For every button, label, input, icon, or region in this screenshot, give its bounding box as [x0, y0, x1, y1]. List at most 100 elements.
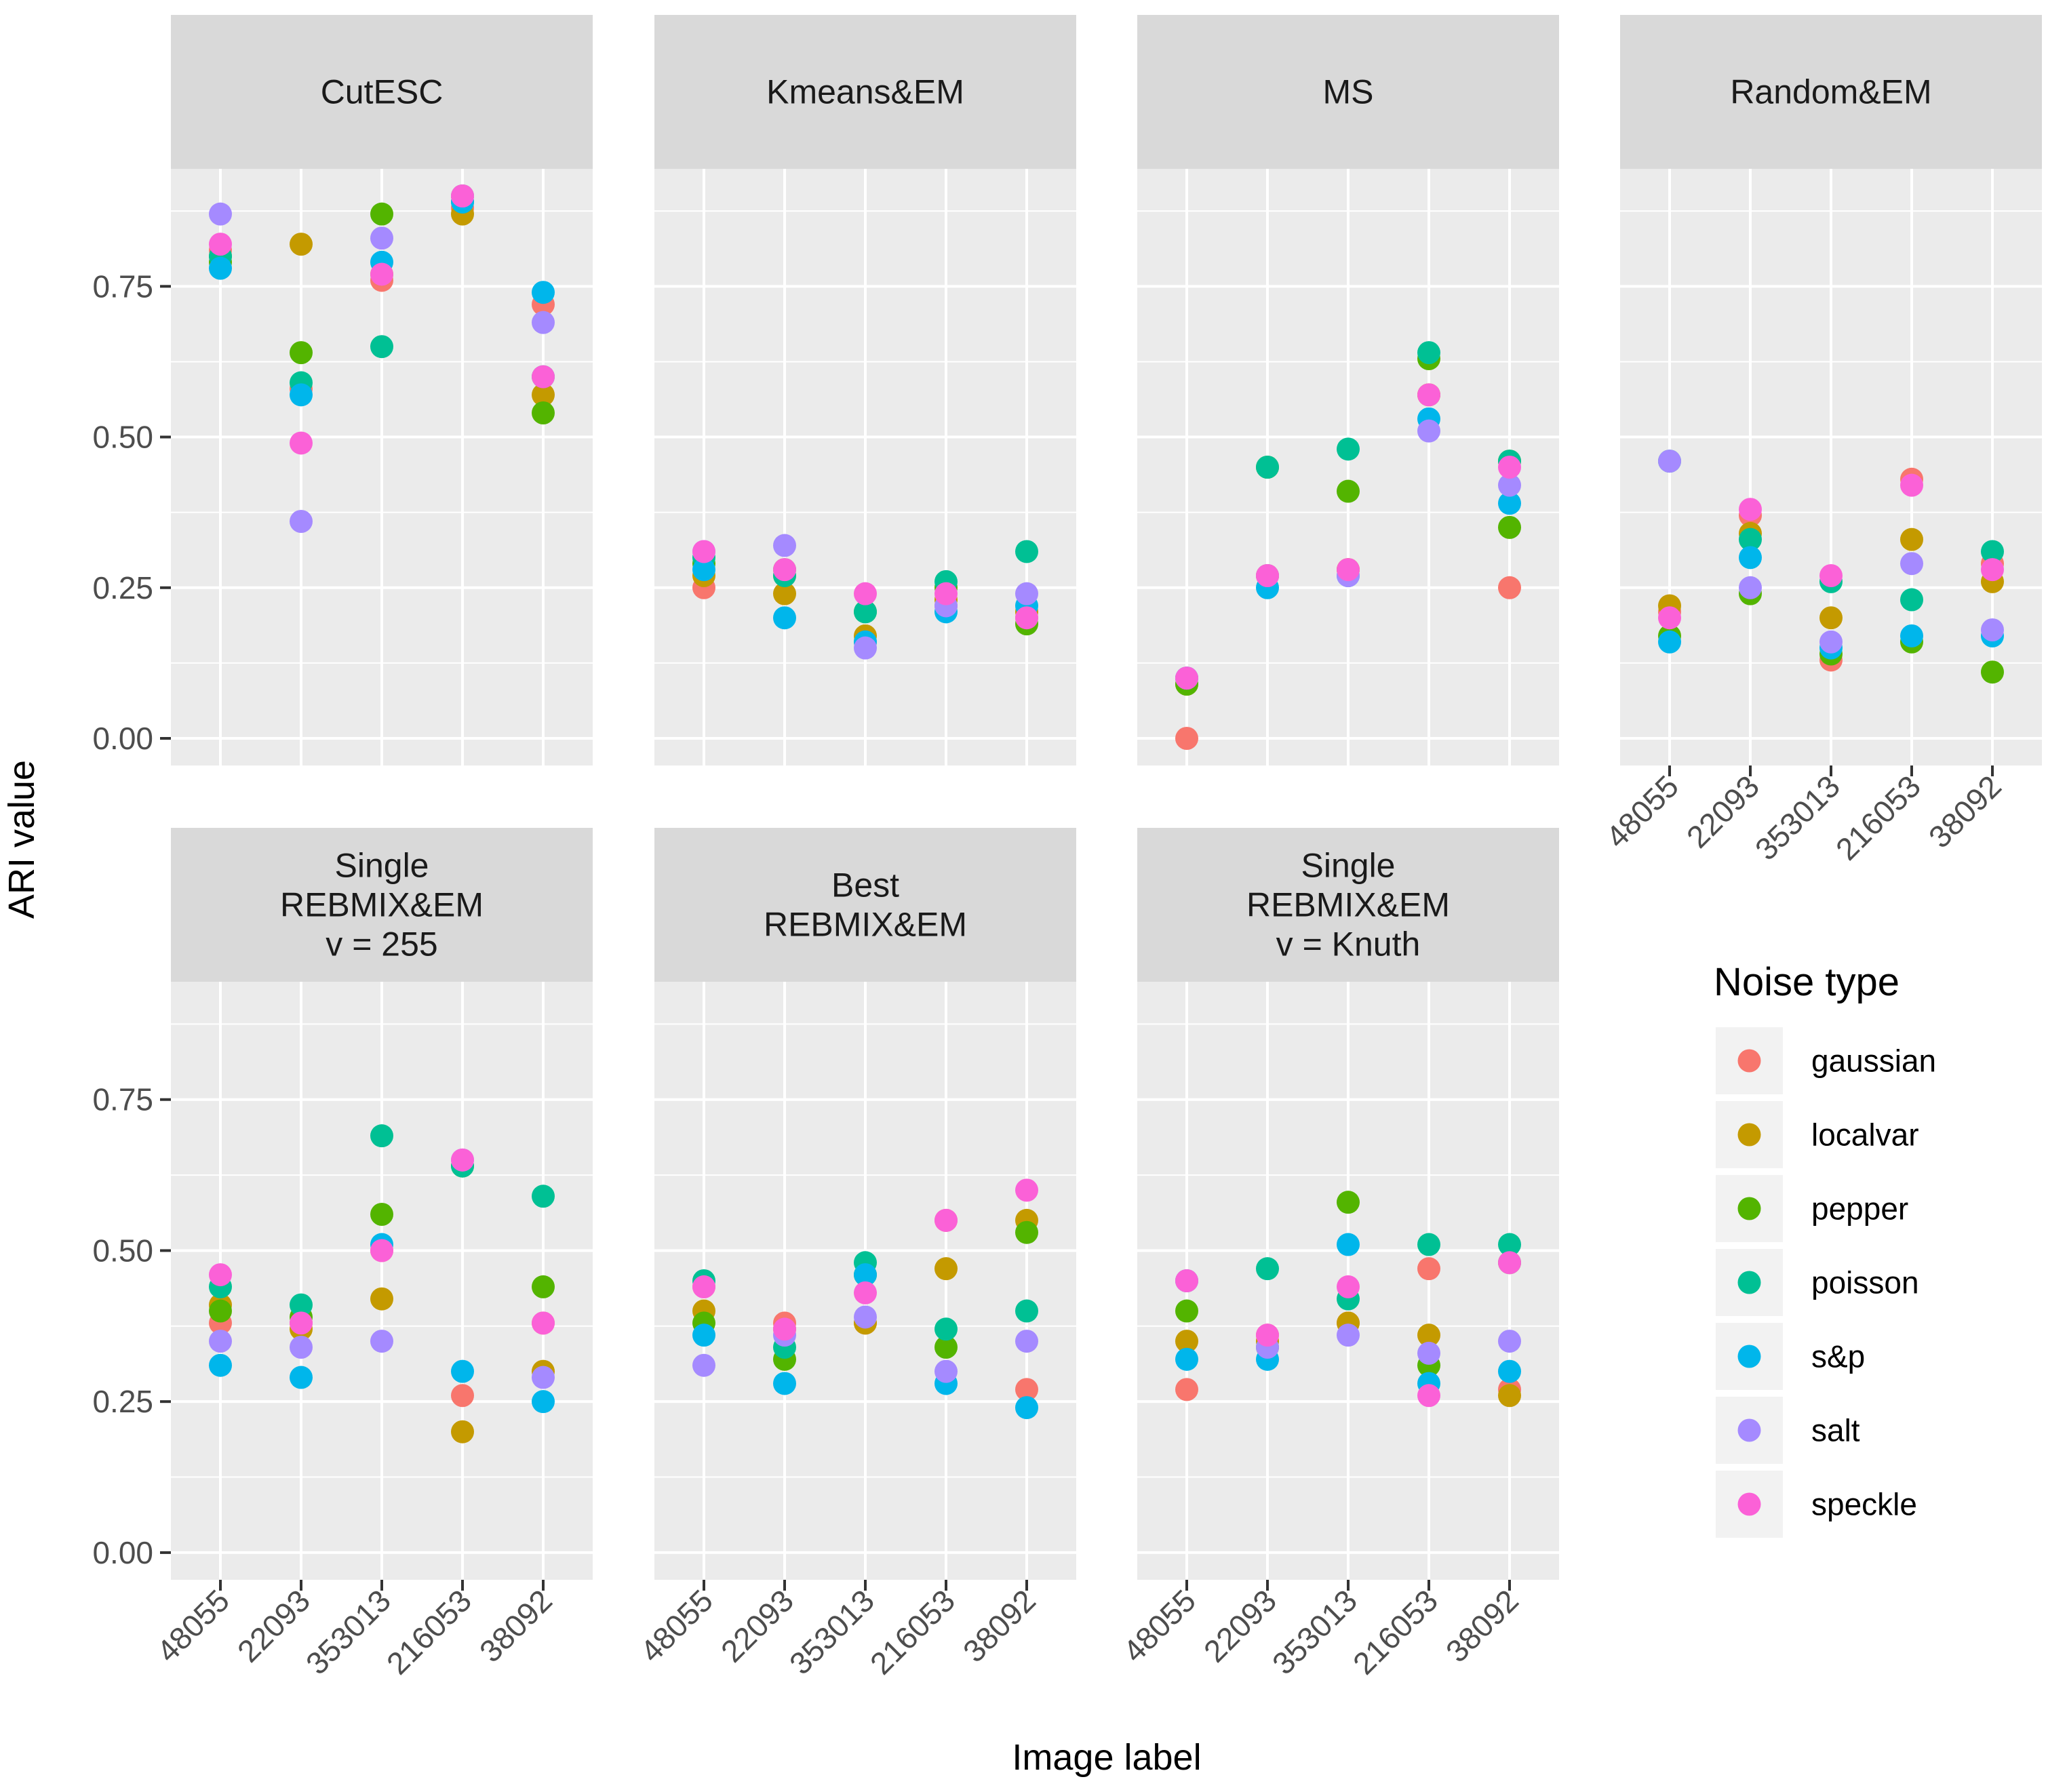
- point-speckle: [1498, 456, 1521, 479]
- point-gaussian: [1175, 1378, 1198, 1401]
- legend-swatch: [1737, 1123, 1761, 1147]
- point-s-and-p: [1498, 492, 1521, 515]
- point-speckle: [1819, 564, 1843, 587]
- point-localvar: [370, 1287, 393, 1311]
- point-salt: [209, 202, 232, 226]
- strip-single-rebmix-and-em-v-255: [171, 828, 593, 982]
- point-s-and-p: [1498, 1359, 1521, 1383]
- point-s-and-p: [1900, 624, 1923, 648]
- point-pepper: [1498, 515, 1521, 539]
- point-pepper: [1175, 1299, 1198, 1323]
- point-s-and-p: [773, 606, 796, 630]
- point-localvar: [934, 1257, 958, 1281]
- legend-item-salt: salt: [1716, 1397, 1860, 1464]
- point-poisson: [1256, 1257, 1279, 1281]
- strip-label: v = 255: [326, 925, 437, 963]
- strip-kmeans-and-em: [654, 15, 1076, 169]
- strip-label: Kmeans&EM: [766, 73, 964, 111]
- point-s-and-p: [451, 1359, 474, 1383]
- point-salt: [934, 1359, 958, 1383]
- point-salt: [532, 1366, 555, 1389]
- point-salt: [1981, 618, 2004, 641]
- point-speckle: [209, 1263, 232, 1287]
- point-salt: [1417, 1341, 1440, 1365]
- point-s-and-p: [692, 1323, 715, 1347]
- point-salt: [370, 1330, 393, 1353]
- point-salt: [1498, 473, 1521, 497]
- point-speckle: [854, 1281, 877, 1305]
- point-salt: [1015, 1330, 1038, 1353]
- point-speckle: [1337, 1275, 1360, 1298]
- point-poisson: [370, 1124, 393, 1148]
- point-salt: [209, 1330, 232, 1353]
- strip-label: Random&EM: [1730, 73, 1931, 111]
- point-poisson: [1417, 1233, 1440, 1256]
- point-localvar: [532, 383, 555, 407]
- point-localvar: [1417, 1323, 1440, 1347]
- legend-item-pepper: pepper: [1716, 1175, 1908, 1242]
- y-tick-label: 0.50: [92, 1233, 153, 1268]
- point-localvar: [1498, 1384, 1521, 1408]
- legend-label: salt: [1811, 1413, 1860, 1448]
- data-points: [692, 1178, 1038, 1420]
- point-poisson: [1337, 437, 1360, 461]
- panel-ms: MS: [1137, 15, 1559, 765]
- point-salt: [1337, 1323, 1360, 1347]
- strip-label: MS: [1323, 73, 1374, 111]
- legend: Noise type gaussian localvar pepper poisson…: [1714, 960, 1936, 1538]
- point-localvar: [1819, 606, 1843, 630]
- point-speckle: [1498, 1251, 1521, 1275]
- legend-swatch: [1737, 1197, 1761, 1220]
- point-s-and-p: [1739, 546, 1762, 570]
- point-s-and-p: [290, 383, 313, 407]
- legend-swatch: [1737, 1271, 1761, 1294]
- data-points: [692, 534, 1038, 660]
- legend-item-localvar: localvar: [1716, 1101, 1919, 1168]
- legend-item-poisson: poisson: [1716, 1249, 1919, 1316]
- y-tick-label: 0.25: [92, 570, 153, 605]
- panel-kmeans-and-em: Kmeans&EM: [654, 15, 1076, 765]
- point-poisson: [854, 600, 877, 624]
- point-localvar: [290, 233, 313, 256]
- data-points: [1658, 450, 2004, 684]
- strip-label: CutESC: [321, 73, 444, 111]
- point-s-and-p: [209, 256, 232, 280]
- point-poisson: [1498, 1233, 1521, 1256]
- point-poisson: [1256, 456, 1279, 479]
- point-speckle: [1337, 558, 1360, 582]
- point-s-and-p: [532, 281, 555, 304]
- point-s-and-p: [1175, 1347, 1198, 1371]
- data-points: [209, 1124, 555, 1443]
- point-salt: [773, 534, 796, 557]
- point-salt: [1015, 582, 1038, 605]
- point-speckle: [1175, 666, 1198, 690]
- point-salt: [532, 311, 555, 334]
- point-pepper: [934, 1336, 958, 1359]
- legend-title: Noise type: [1714, 960, 1899, 1004]
- legend-label: gaussian: [1811, 1043, 1936, 1079]
- strip-label: REBMIX&EM: [280, 886, 484, 924]
- point-poisson: [370, 335, 393, 359]
- point-gaussian: [1498, 576, 1521, 599]
- point-localvar: [1175, 1330, 1198, 1353]
- point-speckle: [1175, 1269, 1198, 1292]
- point-speckle: [532, 365, 555, 389]
- point-pepper: [532, 1275, 555, 1298]
- point-salt: [370, 226, 393, 250]
- point-speckle: [290, 431, 313, 455]
- point-speckle: [1417, 1384, 1440, 1408]
- strip-label: Single: [1301, 847, 1396, 885]
- point-speckle: [532, 1311, 555, 1335]
- y-tick-label: 0.00: [92, 1535, 153, 1570]
- point-speckle: [290, 1311, 313, 1335]
- point-poisson: [934, 1317, 958, 1341]
- y-tick-label: 0.25: [92, 1384, 153, 1419]
- point-poisson: [532, 1184, 555, 1208]
- point-s-and-p: [209, 1353, 232, 1377]
- point-speckle: [1256, 1323, 1279, 1347]
- point-s-and-p: [290, 1366, 313, 1389]
